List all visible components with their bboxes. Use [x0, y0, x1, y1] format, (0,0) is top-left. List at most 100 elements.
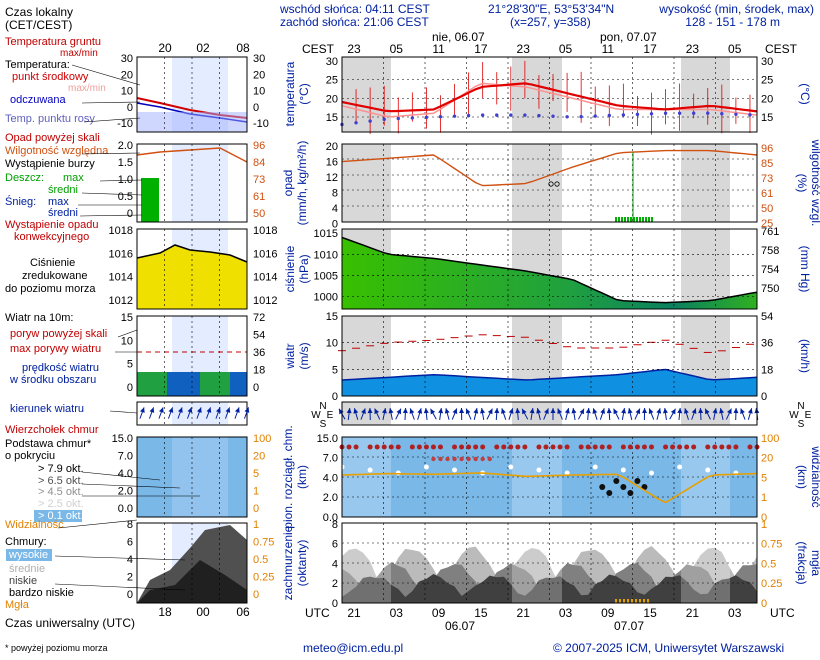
pressure-tick-right: 750 [761, 283, 779, 295]
day2-top-label: pon, 07.07 [600, 30, 657, 44]
wind-arrow [550, 408, 556, 420]
cloud-top-dot [501, 444, 507, 450]
dewpoint-dot [537, 113, 541, 118]
cloud-top-dot [747, 444, 753, 450]
cloud-top-dot [705, 444, 711, 450]
legend-local-time-sub: (CET/CEST) [5, 18, 72, 32]
wind-arrow-head [444, 408, 450, 414]
cover-tick-left: 4 [332, 558, 338, 570]
legend-temp-tick: 10 [121, 86, 133, 98]
cloud-label-left2: (km) [295, 465, 309, 489]
legend-winddir-night-band [172, 402, 228, 425]
wind-label-left: wiatr [283, 343, 297, 369]
legend-visibility-tick: 0 [253, 503, 259, 515]
pressure-label-left: ciśnienie [283, 245, 297, 292]
utc-hour-label: 09 [432, 606, 446, 620]
cloud-top-dot [691, 444, 697, 450]
utc-hour-label: 21 [686, 606, 700, 620]
legend-storm: Wystąpienie burzy [5, 158, 95, 170]
cloud-tick-left: 2.0 [323, 492, 338, 504]
legend-cloud-tick: 7.0 [118, 451, 133, 463]
legend-wind-tick-right: 18 [253, 365, 265, 377]
legend-okt-5: > 0.1 okt. [38, 510, 84, 522]
wind-arrow-head [423, 408, 429, 414]
wind-panel-frame [341, 315, 758, 397]
wind-arrow-head [494, 408, 500, 414]
cloudbase-dot [613, 478, 620, 484]
legend-wind-arrow-head [225, 407, 231, 413]
legend-cover-tick: 4 [127, 554, 133, 566]
legend-rain: Deszcz: [5, 172, 44, 184]
wind-arrow [634, 408, 641, 420]
legend-wind-arrow [234, 407, 240, 419]
cloud-top-dot [437, 444, 443, 450]
wind-arrow [577, 408, 585, 420]
utc-hour-label: 03 [728, 606, 742, 620]
legend-cloudbase2: o pokryciu [5, 450, 55, 462]
email-link[interactable]: meteo@icm.edu.pl [303, 641, 403, 655]
rain-bar [645, 217, 647, 222]
wind-arrow [515, 407, 521, 421]
legend-connector [109, 410, 138, 414]
precip-tick-left: 0 [332, 219, 338, 231]
cloud-top-dot [627, 444, 633, 450]
legend-temp-tick-right: 20 [253, 69, 265, 81]
wind-arrow [430, 408, 437, 420]
pressure-area [342, 237, 757, 309]
temp-panel-night-band [512, 57, 562, 132]
wind-arrow-head [522, 408, 527, 415]
legend-cloud-tick: 2.0 [118, 486, 133, 498]
dewpoint-dot [551, 114, 555, 118]
dewpoint-dot [354, 121, 358, 125]
wind-arrow [712, 408, 718, 420]
wind-arrow [656, 408, 662, 420]
wind-arrow [733, 407, 739, 421]
legend-wind-arrow-head [149, 407, 155, 413]
legend-okt-4: > 2.5 okt. [38, 498, 84, 510]
cloud-top-dot [564, 444, 570, 450]
pressure-label-left2: (hPa) [297, 254, 311, 283]
rain-bar [627, 217, 629, 222]
cloud-dot [473, 456, 478, 462]
cloud-dot [459, 456, 464, 462]
legend-okt-1: > 7.9 okt. [38, 463, 84, 475]
wind-arrow [494, 407, 500, 421]
wind-arrow-head [579, 408, 585, 415]
cover-tick-left: 0 [332, 598, 338, 610]
wind-arrow-head [662, 408, 668, 414]
legend-high-bg [6, 549, 52, 561]
legend-dewpoint: Temp. punktu rosy [5, 113, 95, 125]
wind-arrow [719, 408, 725, 420]
wind-arrow [521, 408, 529, 420]
wind-arrow [627, 408, 633, 420]
sunset-text: zachód słońca: 21:06 CEST [280, 15, 429, 29]
fog-bar [643, 599, 645, 603]
wind-arrow-head [515, 408, 521, 414]
cest-hour-label: 17 [474, 42, 488, 56]
legend-pressure1: Ciśnienie [30, 257, 75, 269]
wind-tick-right: 36 [761, 338, 773, 350]
dewpoint-dot [523, 113, 527, 117]
wind-arrow [613, 408, 620, 420]
dewpoint-dot [368, 119, 372, 123]
legend-wind-arrow [139, 407, 145, 419]
wind-arrow-head [691, 408, 697, 414]
fog-bar [635, 599, 637, 603]
legend-precip-tick: 0 [127, 208, 133, 220]
cest-hour-label: 05 [559, 42, 573, 56]
utc-hour-label: 15 [474, 606, 488, 620]
legend-fog-tick: 0 [253, 589, 259, 601]
fog-bar [647, 599, 649, 603]
dewpoint-dot [424, 115, 429, 120]
cloudbase-dot [599, 484, 606, 490]
cest-label-right: CEST [765, 42, 798, 56]
dewpoint-dot [748, 113, 752, 117]
pressure-tick-right: 758 [761, 245, 779, 257]
dewpoint-dot [677, 111, 682, 115]
legend-visibility-tick: 20 [253, 451, 265, 463]
legend-connector [117, 329, 138, 338]
legend-humidity-tick: 96 [253, 140, 265, 152]
pressure-panel-frame [341, 228, 758, 310]
dewpoint-dot [452, 114, 457, 118]
svg-text:meteo@icm.edu.pl: meteo@icm.edu.pl [303, 641, 403, 655]
